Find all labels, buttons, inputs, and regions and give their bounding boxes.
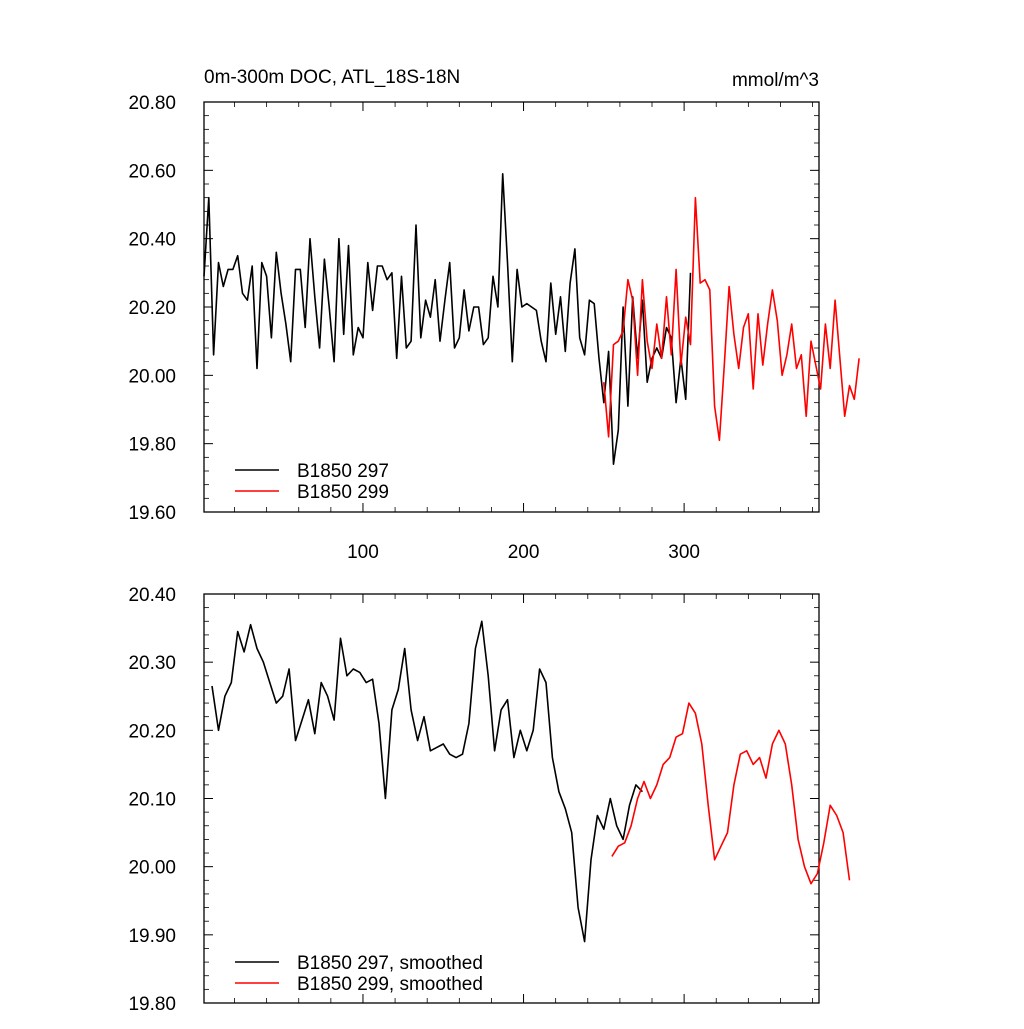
legend-label-b1850-297-smoothed: B1850 297, smoothed: [297, 953, 483, 974]
y-tick-label: 20.60: [128, 161, 176, 182]
y-tick-label: 20.20: [128, 298, 176, 319]
series-line-b1850-297: [203, 173, 692, 466]
series-line-b1850-297-smoothed: [211, 620, 643, 943]
x-tick-label: 100: [347, 542, 379, 563]
tick-group: 19.60 19.80 20.00 20.20 20.40 20.60 20.80 100 20…: [128, 93, 819, 563]
y-tick-label: 20.20: [128, 721, 176, 742]
plot-frame: [203, 593, 820, 1004]
legend-label-b1850-299: B1850 299: [297, 482, 389, 503]
panel-bottom: 19.80 19.90 20.00 20.10 20.20 20.30 20.40 B185…: [128, 585, 851, 1015]
y-tick-label: 19.80: [128, 435, 176, 456]
chart-title: 0m-300m DOC, ATL_18S-18N: [204, 67, 460, 88]
legend-label-b1850-299-smoothed: B1850 299, smoothed: [297, 974, 483, 995]
chart-units-label: mmol/m^3: [732, 70, 819, 91]
series-group: [203, 173, 860, 466]
series-line-b1850-299: [603, 196, 860, 442]
x-tick-label: 300: [668, 542, 700, 563]
y-tick-label: 20.30: [128, 653, 176, 674]
y-tick-label: 20.10: [128, 790, 176, 811]
y-tick-label: 20.00: [128, 858, 176, 879]
y-tick-label: 19.90: [128, 926, 176, 947]
series-line-b1850-299-smoothed: [611, 702, 851, 885]
y-tick-label: 19.60: [128, 503, 176, 524]
x-tick-label: 200: [508, 542, 540, 563]
y-tick-label: 20.80: [128, 93, 176, 114]
legend: B1850 297, smoothed B1850 299, smoothed: [235, 953, 483, 995]
series-group: [211, 620, 851, 943]
legend: B1850 297 B1850 299: [235, 461, 389, 503]
tick-group: 19.80 19.90 20.00 20.10 20.20 20.30 20.40: [128, 585, 819, 1015]
y-tick-label: 20.40: [128, 230, 176, 251]
legend-label-b1850-297: B1850 297: [297, 461, 389, 482]
plot-frame: [203, 101, 820, 513]
y-tick-label: 20.40: [128, 585, 176, 606]
panel-top: 0m-300m DOC, ATL_18S-18N mmol/m^3 19.601…: [128, 67, 860, 563]
y-tick-label: 20.00: [128, 366, 176, 387]
y-tick-label: 19.80: [128, 994, 176, 1015]
